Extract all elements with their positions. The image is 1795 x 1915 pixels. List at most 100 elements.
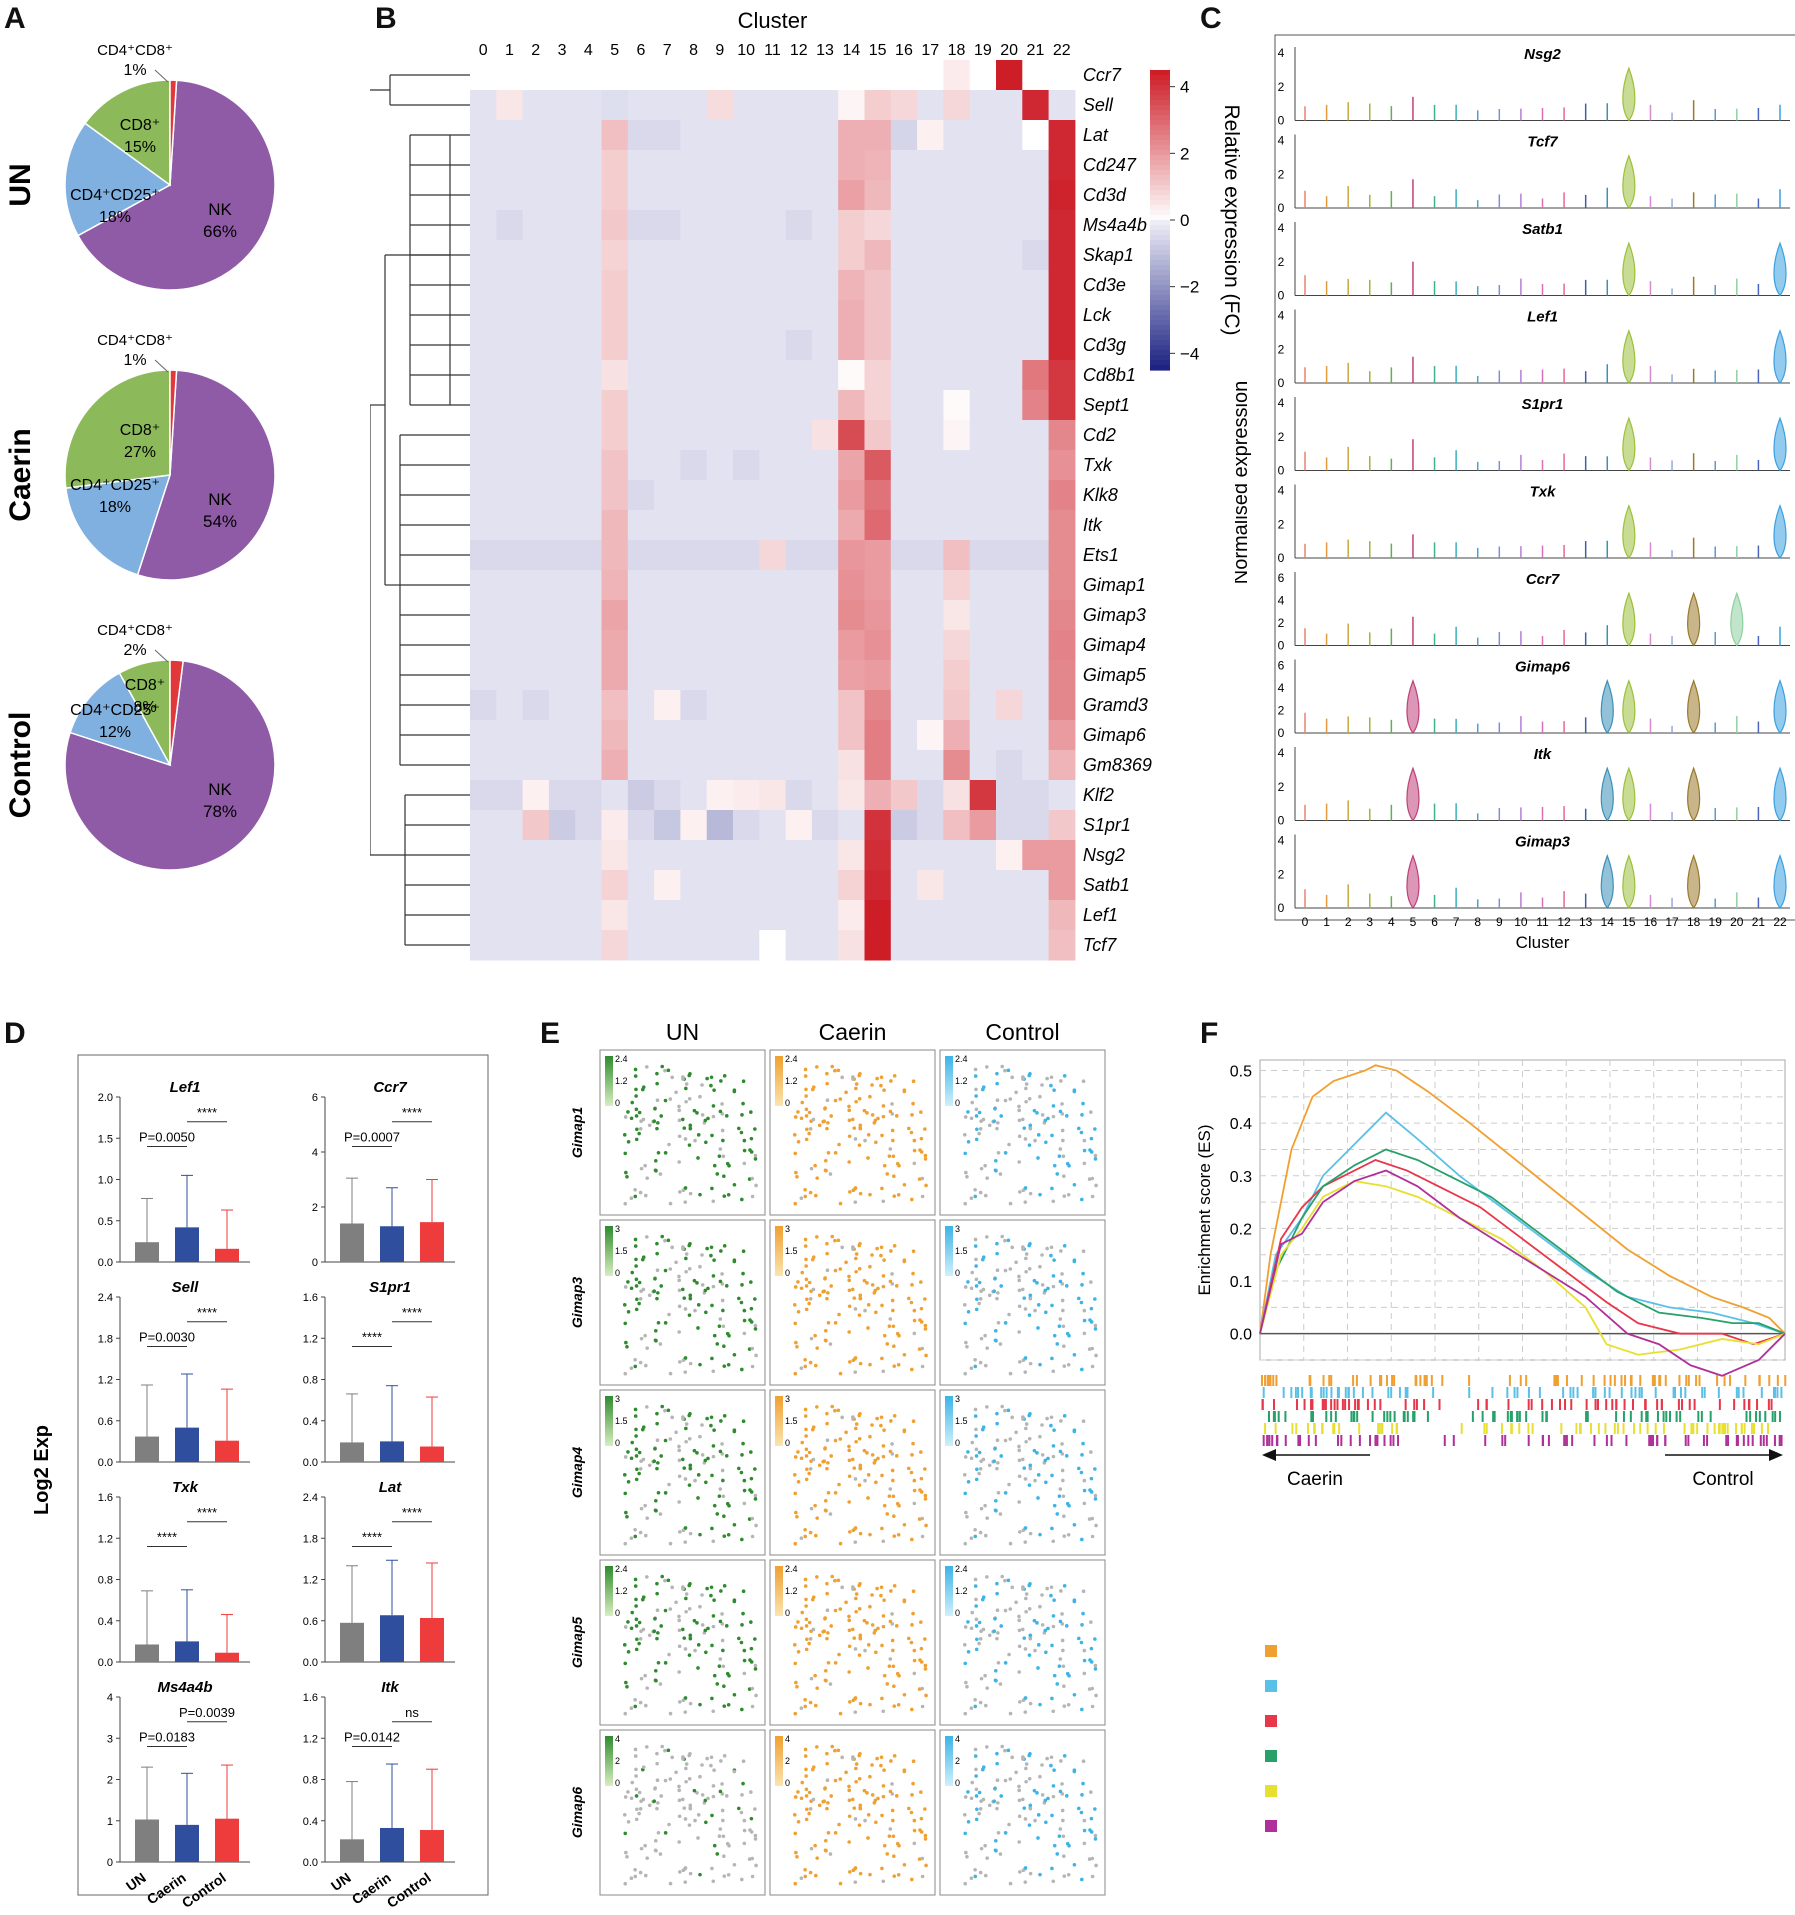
scatter-dot <box>652 1459 657 1464</box>
violin-shape <box>1622 241 1636 297</box>
scatter-dot <box>1052 1163 1057 1168</box>
scatter-dot <box>851 1358 856 1363</box>
scatter-dot <box>687 1436 692 1441</box>
scatter-dot <box>1023 1186 1028 1190</box>
scatter-dot <box>1052 1503 1057 1508</box>
scatter-dot <box>966 1790 970 1794</box>
scatter-dot <box>722 1854 726 1859</box>
gsea-rug-tick <box>1727 1435 1730 1446</box>
scatter-dot <box>1080 1283 1084 1287</box>
scatter-dot <box>623 1881 628 1886</box>
heatmap-cell <box>759 300 787 331</box>
scatter-dot <box>668 1267 673 1271</box>
scatter-dot <box>1090 1704 1095 1709</box>
scatter-dot <box>1093 1153 1098 1158</box>
scatter-dot <box>993 1678 998 1683</box>
scatter-dot <box>923 1327 928 1331</box>
heatmap-cell <box>943 270 971 301</box>
scatter-dot <box>866 1156 870 1160</box>
heatmap-cell <box>1022 570 1050 601</box>
heatmap-cell <box>548 210 576 241</box>
scatter-dot <box>1079 1130 1084 1135</box>
scatter-dot <box>1093 1327 1098 1331</box>
gsea-ytick-label: 0.1 <box>1230 1274 1252 1291</box>
scatter-dot <box>712 1163 717 1168</box>
heatmap-cell <box>996 360 1023 391</box>
scatter-dot <box>854 1762 859 1766</box>
gsea-rug-tick <box>1743 1399 1746 1410</box>
scatter-dot <box>1036 1303 1041 1307</box>
heatmap-cell <box>943 720 971 751</box>
scatter-dot <box>709 1755 714 1760</box>
scatter-dot <box>1061 1818 1065 1823</box>
scatter-dot <box>721 1308 725 1313</box>
scatter-dot <box>882 1673 887 1678</box>
scatter-dot <box>853 1540 858 1544</box>
heatmap-cell <box>522 540 550 571</box>
heatmap-cell <box>601 750 629 781</box>
scatter-dot <box>1014 1090 1018 1095</box>
scatter-dot <box>792 1813 797 1817</box>
gsea-rug-tick <box>1477 1399 1480 1410</box>
scatter-dot <box>633 1414 638 1418</box>
scatter-dot <box>721 1494 726 1499</box>
scatter-dot <box>794 1850 798 1855</box>
scatter-dot <box>977 1110 982 1115</box>
colorbar-segment <box>1150 265 1170 271</box>
scatter-dot <box>912 1818 917 1823</box>
scatter-dot <box>879 1423 883 1428</box>
violin-tick-label: 0 <box>1278 901 1285 915</box>
scatter-dot <box>655 1581 659 1586</box>
scatter-dot <box>973 1407 978 1412</box>
scatter-dot <box>740 1113 744 1117</box>
gsea-rug-tick <box>1356 1399 1359 1410</box>
scatter-dot <box>963 1625 968 1629</box>
scatter-dot <box>1088 1318 1092 1322</box>
scatter-dot <box>1028 1463 1033 1468</box>
legend-swatch-nk <box>1265 1750 1277 1762</box>
heatmap-cell <box>864 900 892 931</box>
heatmap-cell <box>969 330 997 361</box>
heatmap-cell <box>864 270 892 301</box>
scatter-dot <box>880 1473 884 1478</box>
scatter-dot <box>749 1816 754 1821</box>
scatter-dot <box>815 1235 819 1239</box>
scatter-dot <box>973 1357 977 1362</box>
scatter-dot <box>985 1856 989 1860</box>
scatter-colorbar <box>605 1056 613 1106</box>
heatmap-cell <box>706 690 734 721</box>
scatter-dot <box>838 1097 843 1101</box>
violin-shape <box>1622 679 1636 734</box>
gsea-line-nk <box>1259 1148 1786 1335</box>
scatter-dot <box>1008 1777 1013 1781</box>
scatter-dot <box>892 1344 896 1349</box>
violin-tick-label: 2 <box>1278 704 1285 718</box>
pie-slice-cd4cd25 <box>64 474 172 576</box>
gsea-rug-tick <box>1387 1387 1390 1398</box>
heatmap-gene-label: Tcf7 <box>1083 935 1117 955</box>
scatter-dot <box>753 1493 758 1498</box>
scatter-dot <box>811 1425 816 1429</box>
scatter-dot <box>881 1114 886 1119</box>
scatter-dot <box>634 1257 638 1262</box>
gsea-rug-tick <box>1386 1411 1389 1422</box>
scatter-dot <box>804 1114 809 1118</box>
scatter-dot <box>722 1344 726 1349</box>
scatter-dot <box>1021 1528 1026 1533</box>
scatter-dot <box>700 1623 705 1627</box>
gsea-rug-tick <box>1784 1375 1787 1386</box>
scatter-dot <box>847 1134 852 1139</box>
scatter-dot <box>793 1831 798 1836</box>
scatter-dot <box>1076 1296 1081 1301</box>
scatter-dot <box>888 1789 893 1794</box>
heatmap-cell <box>496 60 524 91</box>
bar-rect <box>420 1222 444 1262</box>
scatter-dot <box>749 1110 753 1114</box>
gsea-rug-tick <box>1423 1375 1426 1386</box>
scatter-dot <box>995 1126 999 1131</box>
violin-cluster-label: 7 <box>1453 915 1460 929</box>
scatter-dot <box>909 1470 914 1475</box>
scatter-dot <box>1080 1113 1084 1117</box>
bar-ytick-label: 2.4 <box>98 1292 113 1304</box>
